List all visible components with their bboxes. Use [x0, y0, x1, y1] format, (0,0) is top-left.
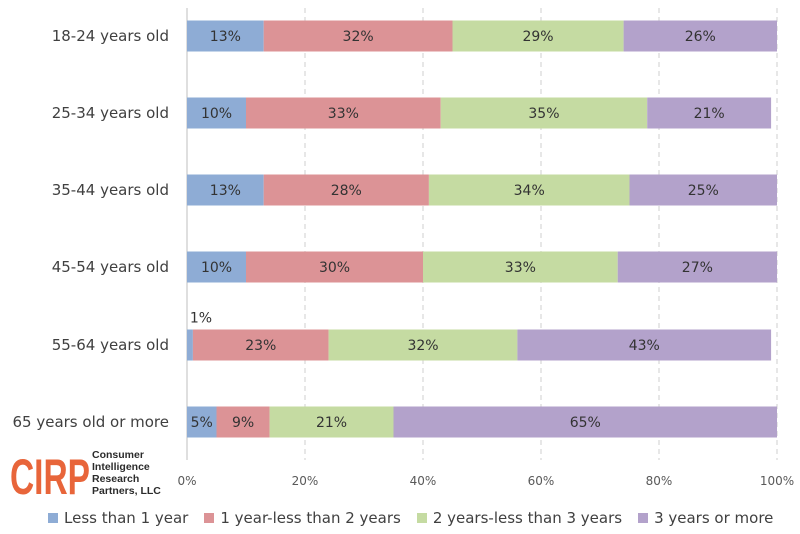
data-label: 30% [319, 260, 350, 276]
bar-segment [623, 20, 777, 52]
logo-line-1: Consumer [92, 449, 144, 461]
bar-segment [393, 406, 777, 438]
data-label: 33% [328, 106, 359, 122]
category-label: 35-44 years old [52, 181, 169, 199]
data-label: 9% [232, 415, 254, 431]
data-label: 34% [514, 183, 545, 199]
bar-segment [328, 329, 518, 361]
data-label: 27% [682, 260, 713, 276]
bar-segment [263, 20, 453, 52]
legend-label: 3 years or more [654, 509, 774, 527]
category-label: 18-24 years old [52, 27, 169, 45]
bar-segment [246, 251, 423, 283]
bar-segment [629, 174, 777, 206]
bar-segment [263, 174, 429, 206]
logo-mark: CIRP [10, 449, 90, 498]
data-label: 21% [316, 415, 347, 431]
legend-label: 1 year-less than 2 years [220, 509, 401, 527]
data-label: 13% [210, 183, 241, 199]
bar-segment [216, 406, 270, 438]
x-tick-label: 0% [177, 474, 196, 488]
legend-item: 1 year-less than 2 years [204, 509, 401, 527]
legend-item: Less than 1 year [48, 509, 188, 527]
data-label: 26% [685, 29, 716, 45]
legend-swatch [416, 513, 427, 523]
bar-segment [187, 251, 246, 283]
bar-segment [187, 97, 246, 129]
bar-segment [187, 406, 217, 438]
bar-segment [517, 329, 772, 361]
category-label: 25-34 years old [52, 104, 169, 122]
bar-segment [187, 174, 264, 206]
logo-line-3: Research [92, 473, 139, 485]
data-label: 35% [528, 106, 559, 122]
bar-segment [452, 20, 624, 52]
category-label: 65 years old or more [12, 413, 169, 431]
bar-segment [440, 97, 648, 129]
data-label: 21% [694, 106, 725, 122]
x-tick-label: 60% [528, 474, 555, 488]
x-tick-label: 100% [760, 474, 794, 488]
data-label: 33% [505, 260, 536, 276]
x-tick-label: 40% [410, 474, 437, 488]
x-tick-label: 80% [646, 474, 673, 488]
data-label: 25% [688, 183, 719, 199]
data-label: 10% [201, 260, 232, 276]
x-tick-label: 20% [292, 474, 319, 488]
legend-label: Less than 1 year [64, 509, 189, 527]
bar-segment [423, 251, 618, 283]
data-label: 1% [190, 311, 212, 327]
bar-segment [187, 20, 264, 52]
bar-segment [192, 329, 329, 361]
data-label: 10% [201, 106, 232, 122]
bar-segment [428, 174, 630, 206]
legend: Less than 1 year 1 year-less than 2 years… [48, 508, 789, 528]
legend-swatch [638, 513, 649, 523]
data-label: 13% [210, 29, 241, 45]
legend-item: 3 years or more [638, 509, 773, 527]
data-label: 65% [570, 415, 601, 431]
legend-swatch [204, 513, 215, 523]
bar-segment [617, 251, 777, 283]
bar-segment [187, 329, 193, 361]
legend-swatch [48, 513, 58, 523]
data-label: 29% [522, 29, 553, 45]
bar-segment [647, 97, 772, 129]
logo-line-4: Partners, LLC [92, 485, 161, 497]
bar-segment [269, 406, 394, 438]
category-label: 55-64 years old [52, 336, 169, 354]
logo-line-2: Intelligence [92, 461, 150, 473]
data-label: 32% [343, 29, 374, 45]
legend-label: 2 years-less than 3 years [432, 509, 623, 527]
legend-item: 2 years-less than 3 years [416, 509, 623, 527]
data-label: 43% [629, 338, 660, 354]
data-label: 23% [245, 338, 276, 354]
data-label: 5% [191, 415, 213, 431]
cirp-logo: CIRP Consumer Intelligence Research Part… [10, 448, 170, 505]
data-label: 32% [407, 338, 438, 354]
category-label: 45-54 years old [52, 258, 169, 276]
data-label: 28% [331, 183, 362, 199]
bar-segment [246, 97, 441, 129]
